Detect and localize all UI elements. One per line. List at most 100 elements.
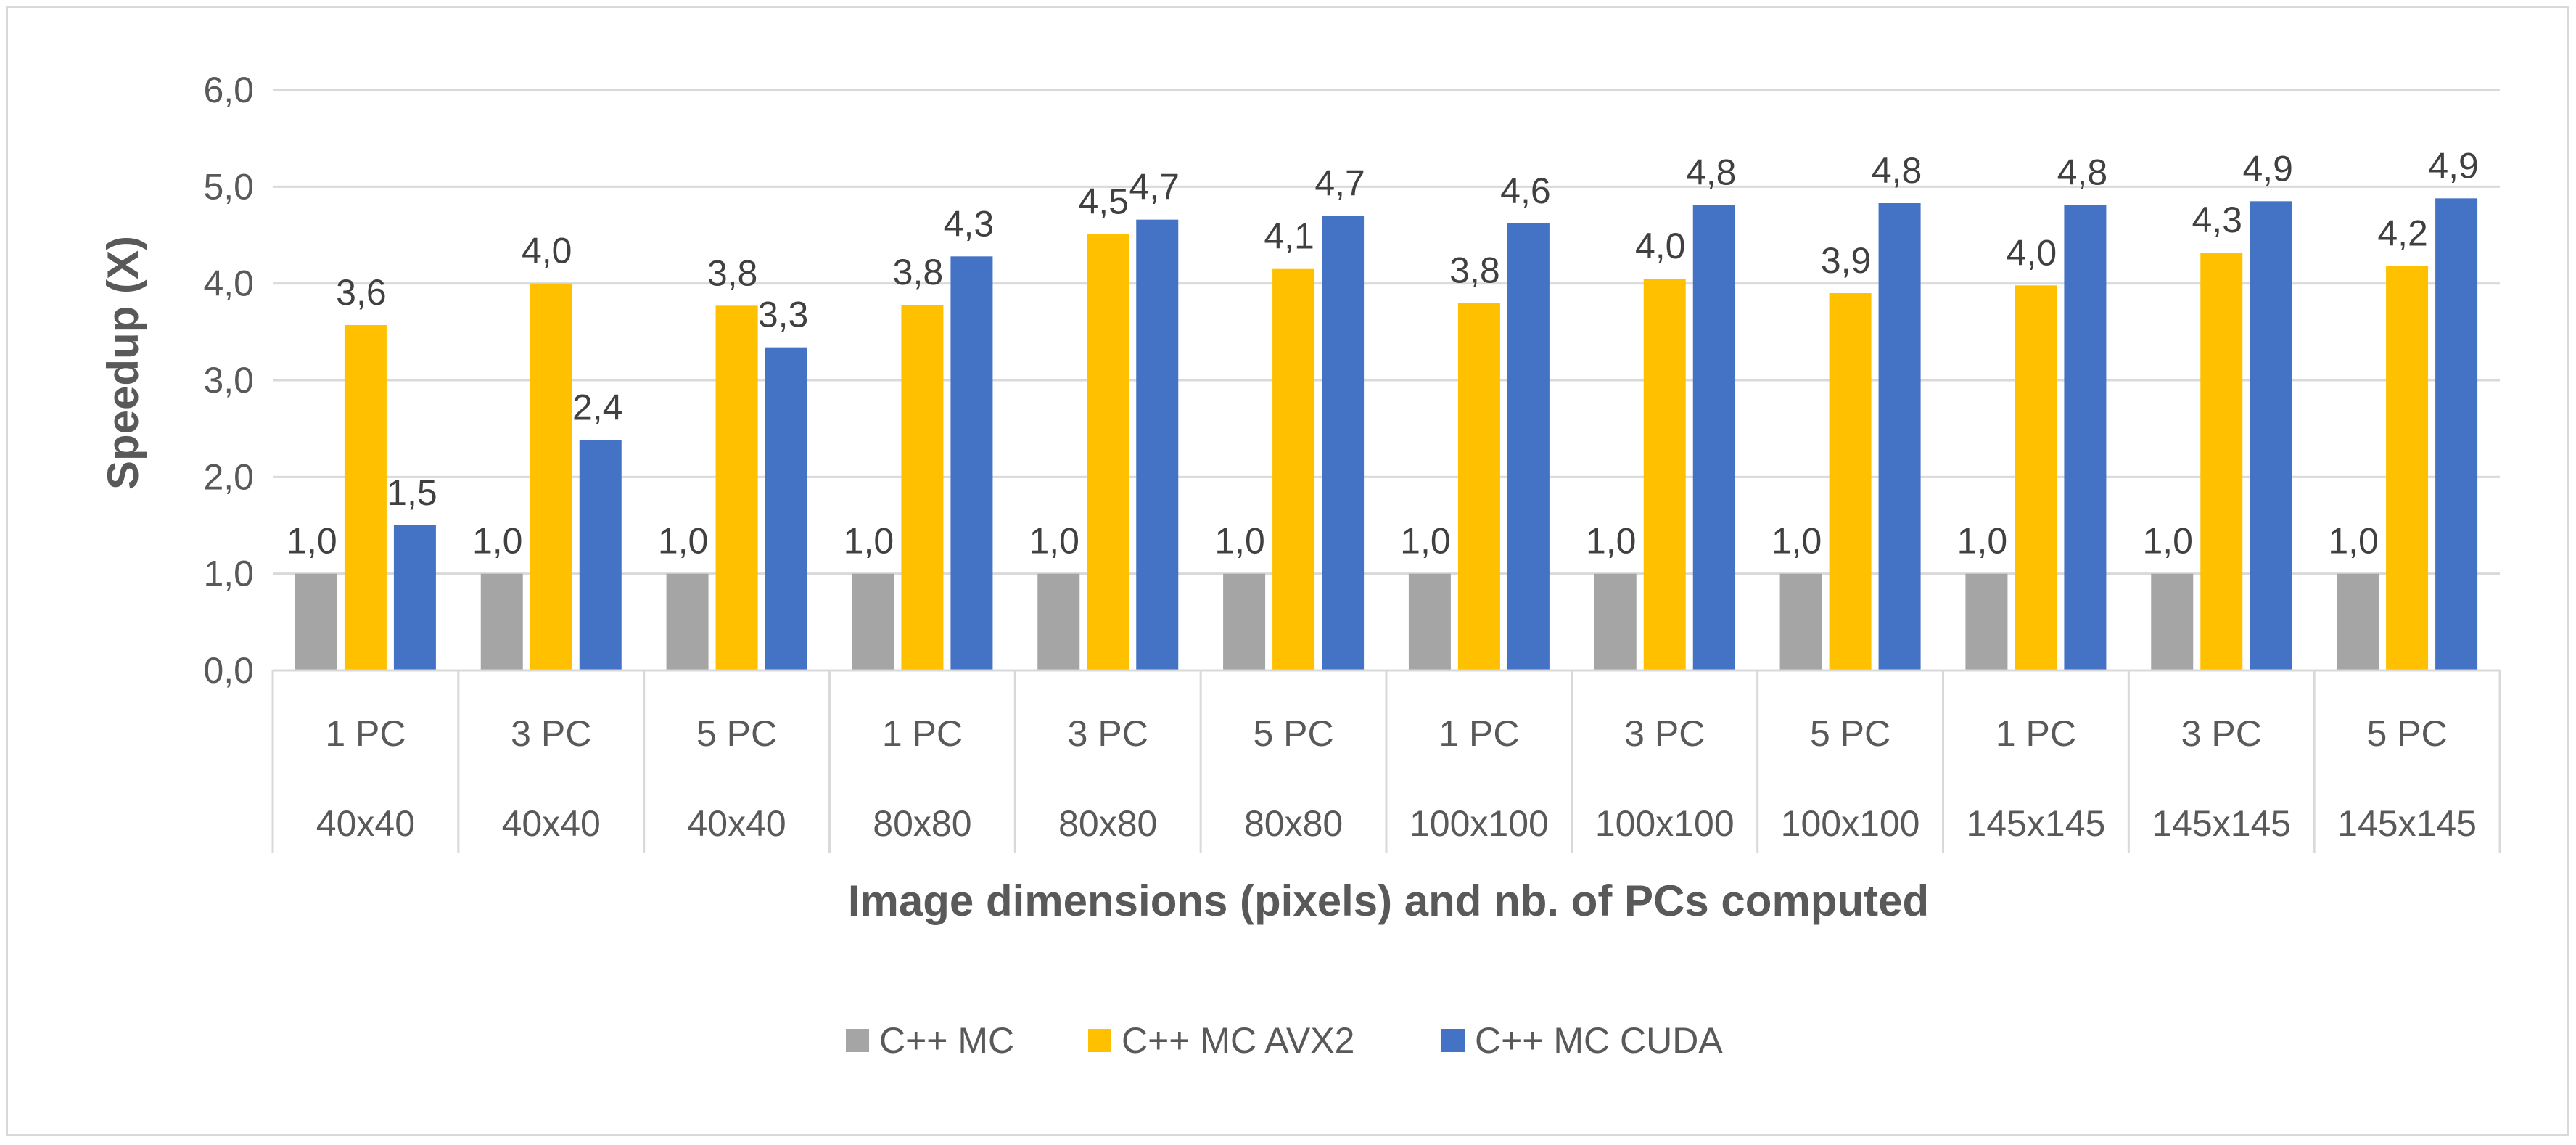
x-tick-label-dims: 100x100 (1781, 803, 1920, 844)
bar-cpp-mc-avx2 (2200, 253, 2243, 670)
bar-cpp-mc (1037, 573, 1080, 670)
bar-cpp-mc-cuda (393, 525, 436, 670)
bar-cpp-mc (1223, 573, 1266, 670)
legend-swatch (1088, 1029, 1111, 1052)
data-label: 4,3 (2192, 200, 2242, 240)
data-label: 4,0 (1635, 226, 1686, 266)
x-tick-label-pcs: 1 PC (325, 713, 406, 754)
bar-cpp-mc (295, 573, 337, 670)
x-tick-label-pcs: 5 PC (1253, 713, 1333, 754)
y-tick-label: 6,0 (203, 70, 254, 110)
bar-cpp-mc-avx2 (344, 325, 387, 670)
data-label: 1,0 (2142, 521, 2193, 562)
data-label: 1,0 (2328, 521, 2379, 562)
bar-cpp-mc (1965, 573, 2008, 670)
data-label: 1,0 (1771, 521, 1822, 562)
bar-cpp-mc-cuda (1692, 205, 1735, 671)
data-label: 1,0 (1586, 521, 1637, 562)
data-label: 1,0 (1029, 521, 1079, 562)
x-tick-label-dims: 80x80 (1244, 803, 1343, 844)
data-label: 3,8 (1449, 250, 1500, 290)
x-tick-label-pcs: 1 PC (1996, 713, 2076, 754)
bar-cpp-mc-cuda (765, 347, 807, 670)
x-tick-label-dims: 145x145 (2152, 803, 2291, 844)
data-label: 4,9 (2428, 145, 2479, 186)
data-label: 4,8 (1686, 152, 1737, 193)
bar-cpp-mc-avx2 (1272, 268, 1315, 671)
bar-cpp-mc-avx2 (1829, 293, 1872, 670)
x-tick-label-dims: 80x80 (873, 803, 971, 844)
bar-cpp-mc (1408, 573, 1451, 670)
data-label: 4,9 (2242, 148, 2293, 189)
bar-cpp-mc-avx2 (2386, 266, 2429, 671)
bar-cpp-mc-cuda (1878, 203, 1921, 670)
bar-cpp-mc-avx2 (901, 305, 944, 670)
legend-label: C++ MC AVX2 (1122, 1020, 1354, 1061)
bar-cpp-mc-avx2 (1457, 303, 1500, 670)
legend: C++ MC C++ MC AVX2 C++ MC CUDA (846, 1020, 1723, 1061)
gridlines (273, 89, 2500, 575)
x-tick-label-dims: 100x100 (1410, 803, 1549, 844)
y-axis-ticks: 0,0 1,0 2,0 3,0 4,0 5,0 6,0 (203, 70, 254, 691)
bar-cpp-mc (852, 573, 894, 670)
x-tick-label-pcs: 5 PC (696, 713, 777, 754)
data-label: 1,0 (1400, 521, 1451, 562)
data-label: 3,3 (758, 295, 809, 335)
data-label: 1,0 (1214, 521, 1265, 562)
data-label: 4,2 (2377, 213, 2428, 254)
bar-cpp-mc-cuda (1322, 216, 1365, 670)
x-tick-label-dims: 145x145 (1966, 803, 2105, 844)
data-label: 3,8 (893, 252, 944, 292)
y-tick-label: 0,0 (203, 650, 254, 691)
y-tick-label: 5,0 (203, 166, 254, 207)
bar-cpp-mc-cuda (2250, 201, 2292, 670)
legend-label: C++ MC (879, 1020, 1014, 1061)
bar-cpp-mc-cuda (2435, 198, 2478, 670)
bar-cpp-mc-cuda (950, 256, 993, 670)
x-tick-label-pcs: 5 PC (2366, 713, 2447, 754)
x-tick-label-dims: 100x100 (1595, 803, 1735, 844)
bar-cpp-mc (666, 573, 709, 670)
x-tick-label-pcs: 3 PC (511, 713, 591, 754)
data-label: 4,7 (1314, 163, 1365, 203)
data-label: 4,0 (522, 231, 572, 271)
x-tick-label-dims: 40x40 (316, 803, 415, 844)
data-label: 1,5 (387, 472, 437, 513)
bar-cpp-mc-avx2 (2015, 285, 2057, 670)
bar-cpp-mc-cuda (1136, 219, 1179, 671)
x-tick-label-pcs: 1 PC (882, 713, 963, 754)
bar-cpp-mc-avx2 (1087, 234, 1129, 671)
legend-swatch (1441, 1029, 1465, 1052)
legend-swatch (846, 1029, 869, 1052)
x-tick-label-pcs: 3 PC (1624, 713, 1705, 754)
data-label: 4,6 (1500, 171, 1551, 211)
bar-cpp-mc-cuda (1507, 223, 1550, 670)
data-label: 4,3 (944, 203, 995, 244)
data-label: 4,7 (1129, 167, 1180, 208)
data-label: 1,0 (472, 521, 523, 562)
bar-cpp-mc-avx2 (530, 283, 572, 671)
x-tick-label-pcs: 1 PC (1439, 713, 1519, 754)
y-tick-label: 1,0 (203, 554, 254, 594)
x-axis-title: Image dimensions (pixels) and nb. of PCs… (848, 877, 1929, 925)
bar-cpp-mc-avx2 (715, 305, 758, 670)
legend-label: C++ MC CUDA (1475, 1020, 1723, 1061)
y-tick-label: 4,0 (203, 263, 254, 304)
bar-cpp-mc-avx2 (1643, 279, 1686, 670)
legend-item-cpp-mc-avx2: C++ MC AVX2 (1088, 1020, 1354, 1061)
x-axis: 1 PC 40x40 3 PC 40x40 5 PC 40x40 1 PC 80x80 3 PC… (271, 669, 2501, 853)
x-tick-label-dims: 40x40 (687, 803, 786, 844)
x-tick-label-dims: 80x80 (1058, 803, 1157, 844)
bar-cpp-mc (1594, 573, 1637, 670)
x-tick-label-dims: 40x40 (502, 803, 601, 844)
bar-cpp-mc (480, 573, 523, 670)
data-label: 1,0 (287, 521, 337, 562)
y-tick-label: 3,0 (203, 360, 254, 401)
y-axis-title: Speedup (X) (99, 236, 147, 490)
data-label: 4,1 (1264, 216, 1314, 257)
data-label: 3,8 (707, 253, 758, 293)
data-label: 4,5 (1078, 181, 1129, 222)
data-label: 4,0 (2007, 232, 2057, 273)
bar-cpp-mc (2151, 573, 2194, 670)
data-label: 1,0 (1957, 521, 2008, 562)
